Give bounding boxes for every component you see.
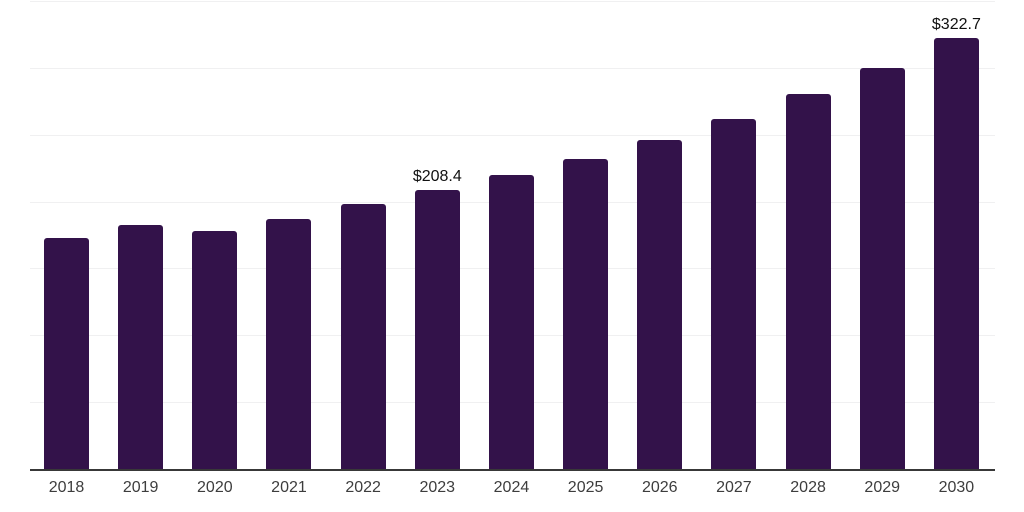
bar-2020: [192, 230, 238, 469]
bar-2021: [266, 218, 312, 469]
bar-2025: [563, 158, 609, 469]
bar-2026: [637, 139, 683, 469]
gridline-y-300: [30, 67, 995, 69]
bar-2019: [118, 224, 164, 469]
bar-2022: [340, 204, 386, 469]
data-label-2023: $208.4: [412, 168, 462, 186]
tick-label-2018: 2018: [48, 479, 85, 496]
tick-label-2022: 2022: [345, 479, 381, 496]
tick-label-2026: 2026: [641, 479, 678, 496]
tick-label-2025: 2025: [567, 479, 604, 496]
tick-label-2030: 2030: [938, 479, 975, 496]
bar-2028: [785, 94, 831, 469]
bar-2023: $208.4: [413, 168, 462, 469]
bars-row: $208.4 $322.7: [44, 1, 981, 469]
data-label-2030: $322.7: [931, 15, 981, 33]
tick-label-2021: 2021: [271, 479, 307, 496]
x-axis-line: [30, 469, 995, 471]
bar-2027: [711, 118, 757, 469]
tick-label-2023: 2023: [419, 479, 456, 496]
gridline-y-350: [30, 1, 995, 2]
bar-2024: [488, 175, 534, 469]
bar-2018: [44, 237, 89, 469]
tick-label-2019: 2019: [122, 479, 159, 496]
plot-area: $208.4 $322.7: [30, 1, 995, 471]
bar-2029: [859, 67, 905, 469]
gridline-y-250: [30, 134, 995, 136]
tick-label-2029: 2029: [864, 479, 901, 496]
x-axis-tick-labels: 2018 2019 2020 2021 2022 2023 2024 2025 2026 2027…: [44, 479, 979, 497]
tick-label-2028: 2028: [790, 479, 826, 496]
tick-label-2024: 2024: [493, 479, 530, 496]
tick-label-2020: 2020: [197, 479, 233, 496]
tick-label-2027: 2027: [716, 479, 752, 496]
bar-2030: $322.7: [932, 16, 981, 469]
